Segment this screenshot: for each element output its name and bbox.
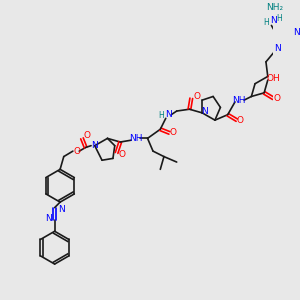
Text: H: H [299,28,300,37]
Text: N: N [292,28,299,37]
Text: H: H [277,14,283,22]
Text: N: N [201,106,207,116]
Text: NH: NH [129,134,142,143]
Text: O: O [83,131,90,140]
Text: H: H [263,18,269,27]
Text: O: O [273,94,280,103]
Text: NH: NH [232,96,245,105]
Text: OH: OH [266,74,280,83]
Text: O: O [193,92,200,101]
Text: N: N [45,214,52,223]
Text: NH₂: NH₂ [266,3,283,12]
Text: N: N [270,16,277,26]
Text: O: O [73,147,80,156]
Text: N: N [58,205,64,214]
Text: N: N [165,110,172,119]
Text: N: N [91,141,98,150]
Text: N: N [274,44,281,53]
Text: O: O [237,116,244,125]
Text: H: H [158,111,164,120]
Text: O: O [169,128,176,137]
Text: O: O [118,150,125,159]
